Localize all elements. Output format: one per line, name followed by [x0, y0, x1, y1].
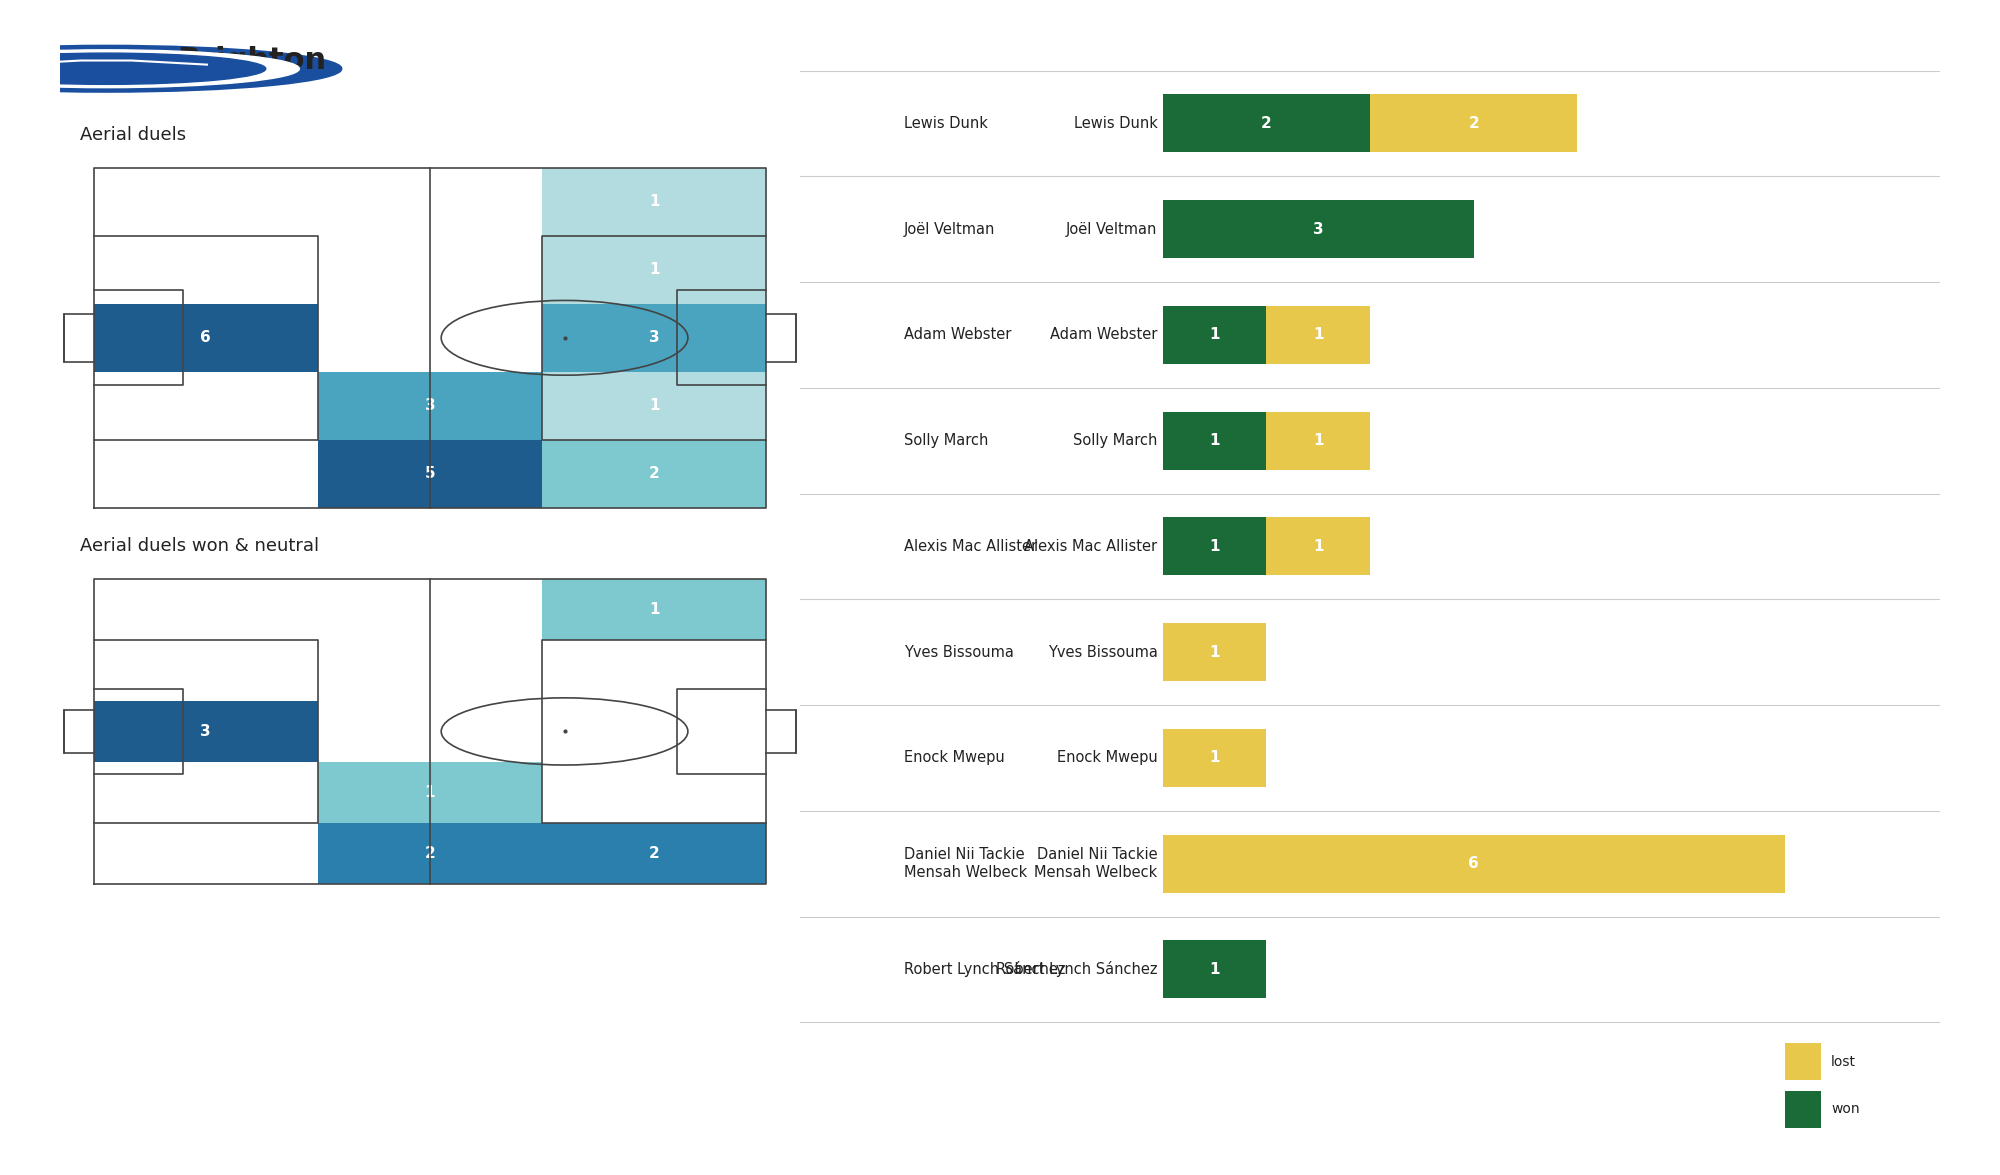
Bar	[542, 304, 766, 371]
Text: 2: 2	[424, 846, 436, 861]
Bar	[94, 761, 318, 822]
Bar	[542, 640, 766, 701]
Bar	[542, 371, 766, 439]
Bar	[94, 371, 318, 439]
Bar	[94, 640, 318, 701]
Bar	[94, 236, 318, 304]
Text: Daniel Nii Tackie
Mensah Welbeck: Daniel Nii Tackie Mensah Welbeck	[904, 847, 1026, 880]
Text: Lewis Dunk: Lewis Dunk	[1074, 116, 1158, 130]
Bar	[318, 371, 542, 439]
Bar	[542, 439, 766, 508]
Text: 1: 1	[1210, 434, 1220, 448]
Text: Adam Webster: Adam Webster	[904, 328, 1012, 342]
Text: 1: 1	[648, 398, 660, 414]
Circle shape	[0, 46, 342, 92]
Bar	[1266, 411, 1370, 470]
Text: Alexis Mac Allister: Alexis Mac Allister	[1024, 539, 1158, 553]
Text: 2: 2	[1260, 116, 1272, 130]
Bar	[1162, 306, 1266, 364]
Bar	[542, 701, 766, 761]
Bar	[542, 168, 766, 236]
Text: Lewis Dunk: Lewis Dunk	[904, 116, 988, 130]
Text: 1: 1	[1210, 328, 1220, 342]
Text: 2: 2	[1468, 116, 1480, 130]
Bar	[318, 761, 542, 822]
Text: 2: 2	[648, 466, 660, 482]
Text: 6: 6	[1468, 857, 1480, 871]
Text: 1: 1	[648, 262, 660, 277]
Bar	[94, 701, 318, 761]
Text: 1: 1	[1210, 645, 1220, 659]
Bar	[318, 439, 542, 508]
Bar	[1162, 623, 1266, 681]
Bar	[94, 304, 318, 371]
Text: 1: 1	[648, 602, 660, 617]
Bar	[1784, 1090, 1820, 1128]
Bar	[542, 761, 766, 822]
Text: Joël Veltman: Joël Veltman	[904, 222, 996, 236]
Bar	[318, 304, 542, 371]
Bar	[1162, 517, 1266, 576]
Bar	[318, 236, 542, 304]
Circle shape	[0, 53, 266, 85]
Text: 1: 1	[1210, 751, 1220, 765]
Text: Daniel Nii Tackie
Mensah Welbeck: Daniel Nii Tackie Mensah Welbeck	[1034, 847, 1158, 880]
Text: 3: 3	[648, 330, 660, 345]
Text: 1: 1	[1312, 539, 1324, 553]
Text: 3: 3	[200, 724, 212, 739]
Text: Solly March: Solly March	[1074, 434, 1158, 448]
Text: Aerial duels: Aerial duels	[80, 126, 186, 145]
Bar	[542, 236, 766, 304]
Text: lost: lost	[1832, 1055, 1856, 1069]
Bar	[94, 579, 318, 640]
Bar	[1162, 834, 1784, 893]
Text: Alexis Mac Allister: Alexis Mac Allister	[904, 539, 1036, 553]
Bar	[1162, 94, 1370, 153]
Bar	[1266, 306, 1370, 364]
Text: 2: 2	[648, 846, 660, 861]
Text: 3: 3	[1312, 222, 1324, 236]
Text: Joël Veltman: Joël Veltman	[1066, 222, 1158, 236]
Text: 6: 6	[200, 330, 212, 345]
Bar	[318, 579, 542, 640]
Text: 3: 3	[424, 398, 436, 414]
Text: Adam Webster: Adam Webster	[1050, 328, 1158, 342]
Text: 5: 5	[424, 466, 436, 482]
Text: Robert Lynch Sánchez: Robert Lynch Sánchez	[996, 961, 1158, 978]
Bar	[94, 822, 318, 884]
Text: Aerial duels won & neutral: Aerial duels won & neutral	[80, 537, 320, 556]
Text: 1: 1	[1210, 962, 1220, 976]
Text: 1: 1	[648, 194, 660, 209]
Text: 1: 1	[1312, 328, 1324, 342]
Bar	[318, 822, 542, 884]
Text: Solly March: Solly March	[904, 434, 988, 448]
Bar	[542, 579, 766, 640]
Bar	[1266, 517, 1370, 576]
Text: won: won	[1832, 1102, 1860, 1116]
Text: Yves Bissouma: Yves Bissouma	[904, 645, 1014, 659]
Circle shape	[0, 49, 300, 88]
Text: 1: 1	[1210, 539, 1220, 553]
Text: 1: 1	[1312, 434, 1324, 448]
Bar	[94, 168, 318, 236]
Text: Yves Bissouma: Yves Bissouma	[1048, 645, 1158, 659]
Text: Enock Mwepu: Enock Mwepu	[904, 751, 1004, 765]
Bar	[542, 822, 766, 884]
Bar	[318, 640, 542, 701]
Text: 1: 1	[424, 785, 436, 800]
Text: Enock Mwepu: Enock Mwepu	[1056, 751, 1158, 765]
Bar	[1784, 1043, 1820, 1081]
Bar	[1162, 728, 1266, 787]
Bar	[1162, 411, 1266, 470]
Text: Robert Lynch Sánchez: Robert Lynch Sánchez	[904, 961, 1066, 978]
Bar	[318, 701, 542, 761]
Bar	[1370, 94, 1578, 153]
Bar	[318, 168, 542, 236]
Bar	[94, 439, 318, 508]
Text: Brighton: Brighton	[178, 46, 326, 75]
Bar	[1162, 200, 1474, 258]
Bar	[1162, 940, 1266, 999]
